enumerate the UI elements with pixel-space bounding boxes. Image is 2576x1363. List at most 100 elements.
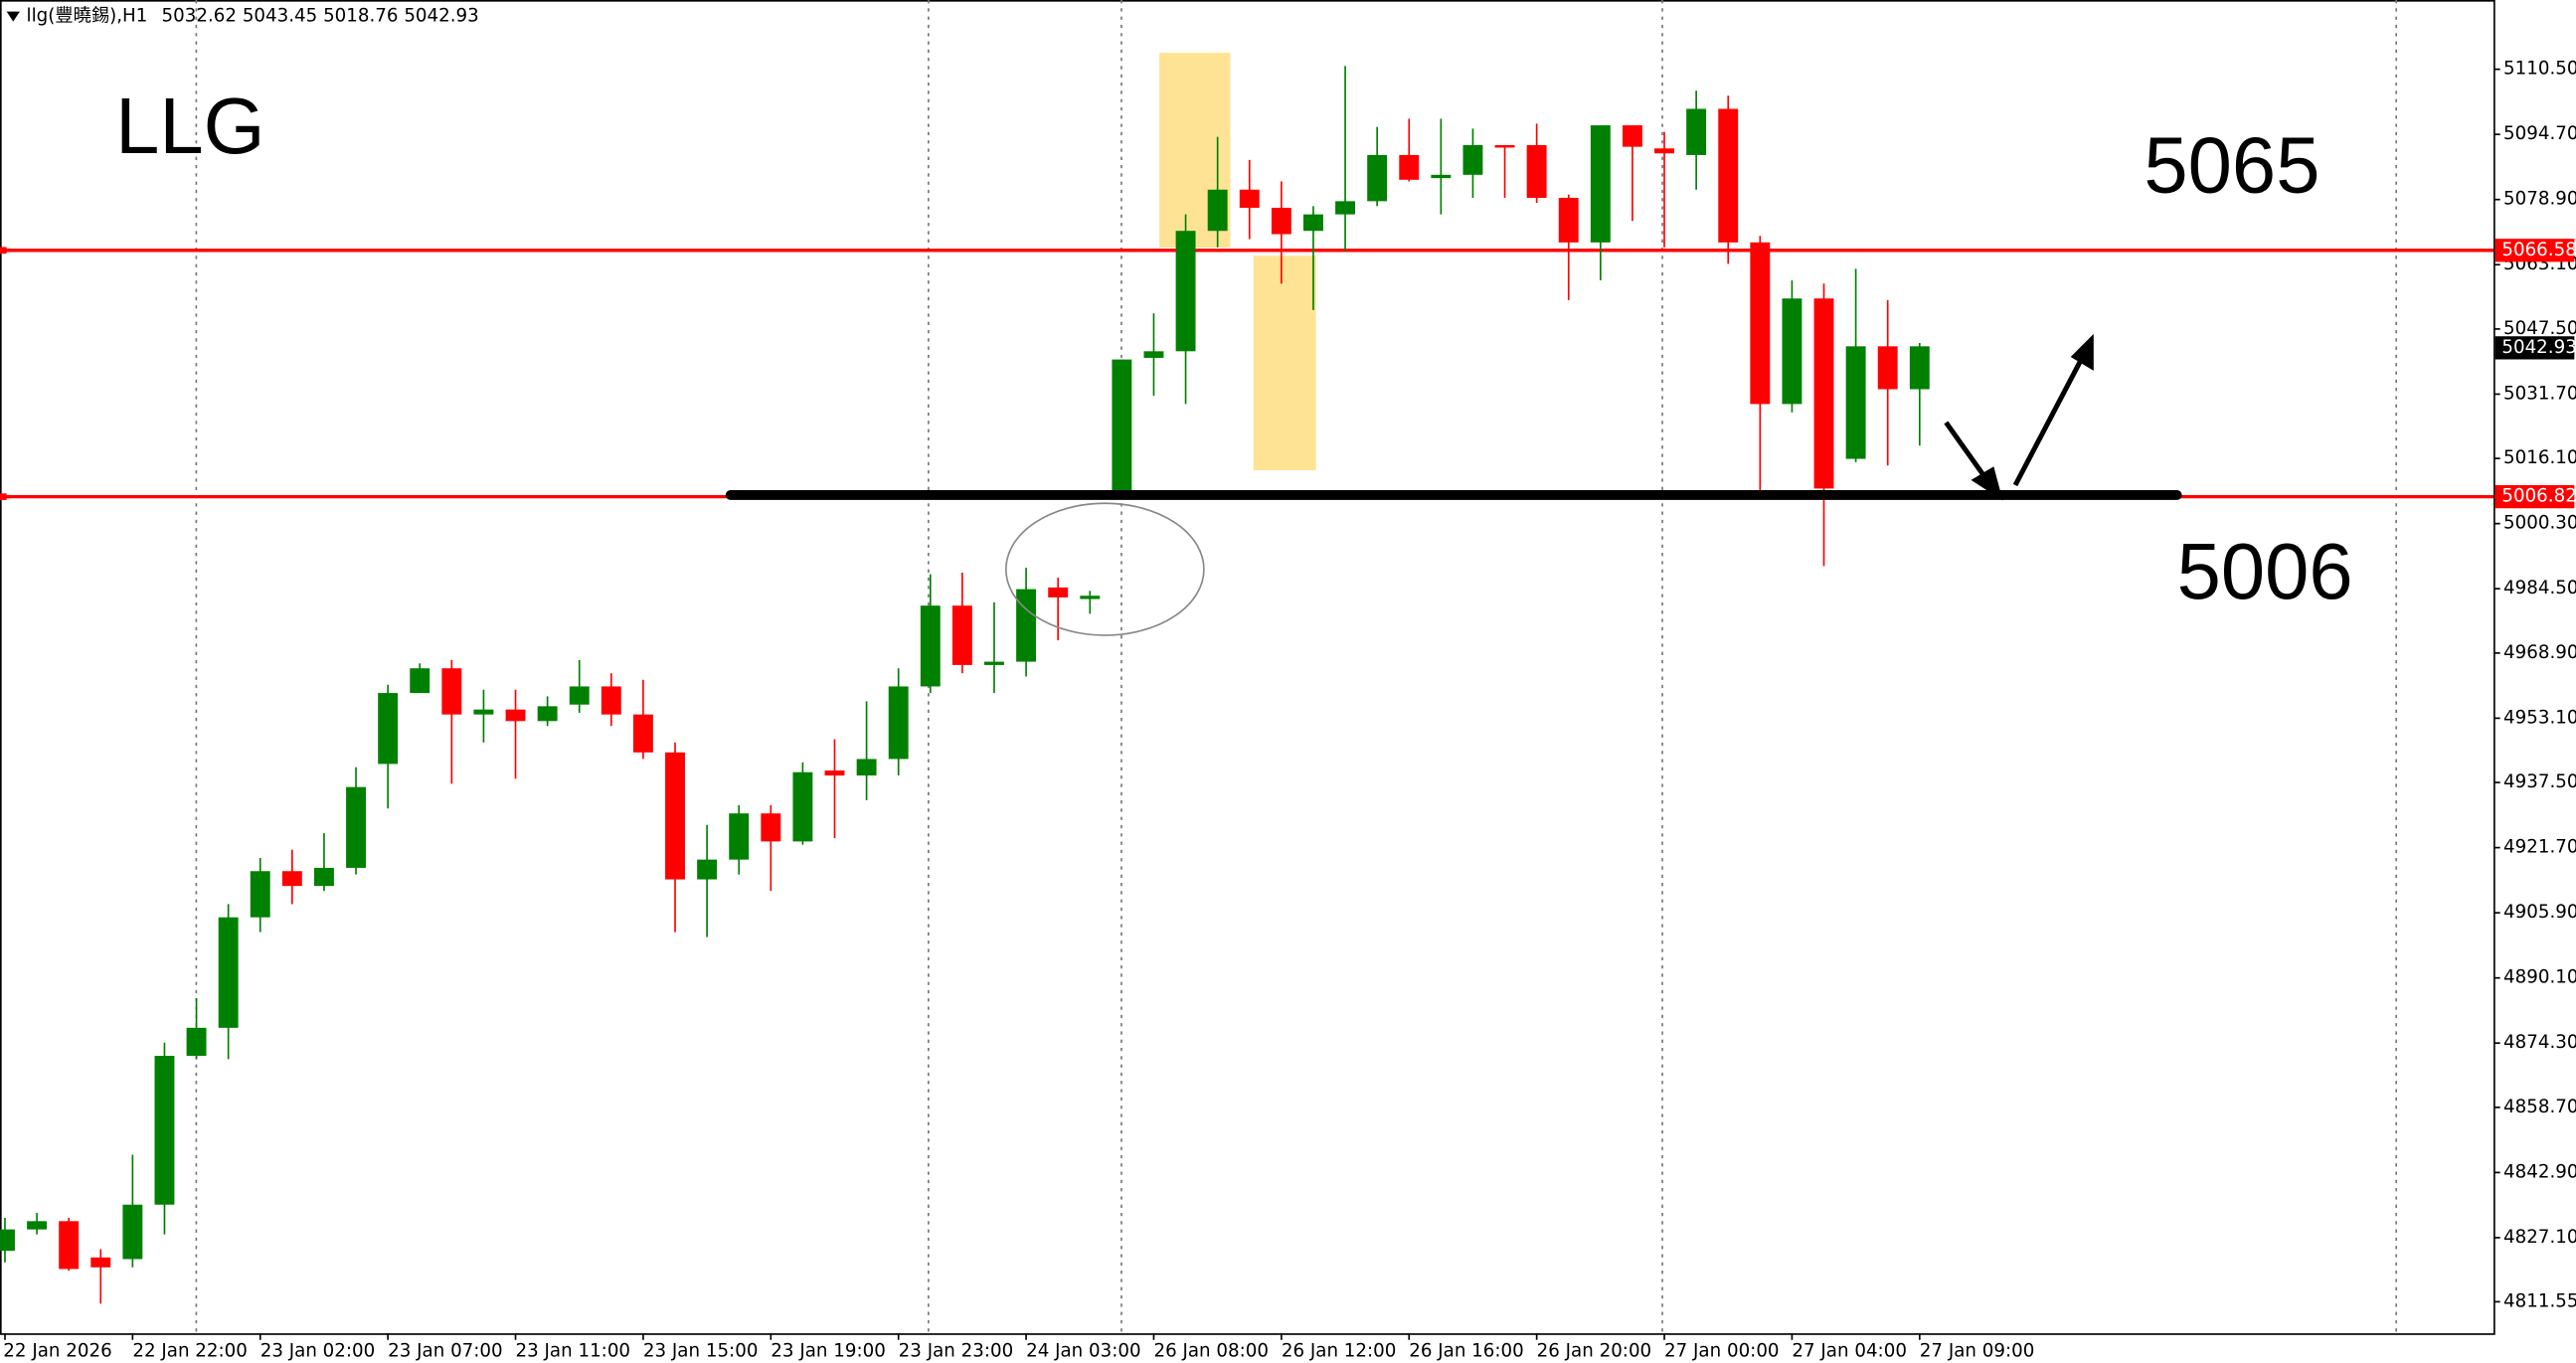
level-label: 5006.82 (2501, 486, 2576, 507)
candle-body (856, 759, 877, 776)
last-price-label: 5042.93 (2501, 337, 2576, 358)
x-tick-label: 27 Jan 09:00 (1920, 1340, 2035, 1361)
candle-body (792, 771, 813, 842)
candle-body (410, 668, 430, 694)
y-tick-label: 4842.90 (2503, 1161, 2576, 1182)
candle-body (537, 706, 558, 722)
candle-body (1239, 189, 1260, 209)
candle-body (313, 867, 334, 887)
candle-body (601, 686, 621, 715)
candle-body (920, 605, 941, 687)
x-tick-label: 23 Jan 07:00 (388, 1340, 503, 1361)
x-tick-label: 26 Jan 08:00 (1153, 1340, 1269, 1361)
last-price-bg (2494, 336, 2575, 360)
level-label-bg (2494, 485, 2575, 509)
y-tick-label: 4874.30 (2503, 1032, 2576, 1053)
candle-body (1048, 587, 1069, 597)
candle-body (281, 871, 302, 887)
candle-body (951, 605, 972, 665)
candle-body (473, 709, 494, 715)
x-tick-label: 26 Jan 16:00 (1409, 1340, 1524, 1361)
candle-body (761, 813, 781, 842)
x-tick-label: 27 Jan 04:00 (1792, 1340, 1907, 1361)
candle-body (378, 693, 399, 765)
candle-body (1367, 154, 1388, 202)
candle-body (1782, 298, 1803, 405)
circle-marker (1005, 502, 1205, 636)
candle-body (1175, 231, 1196, 352)
candle-body (1526, 144, 1547, 199)
x-tick-label: 23 Jan 23:00 (899, 1340, 1014, 1361)
candle-body (1877, 346, 1898, 390)
x-tick-label: 23 Jan 15:00 (643, 1340, 759, 1361)
y-tick-label: 5094.70 (2503, 123, 2576, 144)
y-tick-label: 4921.70 (2503, 837, 2576, 858)
candle-body (154, 1056, 175, 1205)
candle-body (1431, 174, 1452, 179)
candle-body (1112, 359, 1132, 492)
y-tick-label: 4968.90 (2503, 642, 2576, 663)
y-tick-label: 4937.50 (2503, 771, 2576, 792)
candle-body (1462, 144, 1483, 175)
arrow-head (2070, 333, 2094, 371)
arrow-up (2012, 352, 2087, 487)
annotation: 5065 (2144, 121, 2319, 210)
candle-body (1590, 125, 1611, 243)
candle-body (1303, 214, 1323, 232)
candle-body (250, 871, 270, 918)
x-tick-label: 22 Jan 22:00 (132, 1340, 248, 1361)
y-tick-label: 5031.70 (2503, 383, 2576, 404)
annotation: 5006 (2177, 527, 2353, 615)
quote: 5032.62 5043.45 5018.76 5042.93 (162, 6, 479, 27)
quote-low: 5018.76 (323, 6, 398, 27)
quote-close: 5042.93 (404, 6, 478, 27)
header-icon (6, 11, 20, 22)
x-tick-label: 23 Jan 19:00 (771, 1340, 886, 1361)
candle-body (1143, 351, 1164, 358)
candle-body (665, 752, 685, 880)
candle-body (1686, 108, 1707, 155)
x-tick-label: 22 Jan 2026 (3, 1340, 111, 1361)
candle-body (569, 686, 590, 705)
candle-body (1335, 201, 1356, 215)
y-tick-label: 4984.50 (2503, 578, 2576, 598)
candle-body (218, 917, 239, 1028)
candle-body (697, 859, 718, 880)
y-tick-label: 5016.10 (2503, 447, 2576, 468)
candle-body (1909, 346, 1930, 390)
candle-body (441, 668, 462, 715)
candle-body (888, 686, 909, 760)
level-marker (0, 247, 7, 255)
candle-body (1016, 589, 1037, 662)
candle-body (1558, 198, 1579, 243)
plot-frame (0, 0, 2495, 1335)
candle-body (1271, 208, 1291, 235)
x-tick-label: 26 Jan 12:00 (1282, 1340, 1397, 1361)
x-tick-label: 23 Jan 11:00 (516, 1340, 631, 1361)
y-tick-label: 5000.30 (2503, 513, 2576, 534)
x-tick-label: 24 Jan 03:00 (1026, 1340, 1141, 1361)
candle-body (505, 709, 526, 722)
candle-body (186, 1027, 207, 1057)
candle-body (1207, 189, 1228, 232)
header: llg(豐曉錫),H1 5032.62 5043.45 5018.76 5042… (6, 6, 479, 27)
y-tick-label: 5110.50 (2503, 59, 2576, 80)
candle-body (59, 1221, 80, 1270)
x-tick-label: 26 Jan 20:00 (1537, 1340, 1652, 1361)
y-tick-label: 4858.70 (2503, 1097, 2576, 1117)
candle-body (346, 786, 366, 868)
candle-body (1399, 154, 1420, 180)
candle-body (0, 1229, 15, 1252)
candle-body (1080, 596, 1101, 599)
y-tick-label: 5047.50 (2503, 318, 2576, 339)
candle-body (632, 714, 653, 753)
candle-body (729, 813, 750, 860)
candle-body (984, 661, 1004, 665)
level-label: 5066.58 (2501, 240, 2576, 260)
candle-body (1718, 108, 1739, 243)
x-tick-label: 27 Jan 00:00 (1664, 1340, 1780, 1361)
y-tick-label: 4827.10 (2503, 1227, 2576, 1248)
annotation: LLG (115, 82, 264, 170)
